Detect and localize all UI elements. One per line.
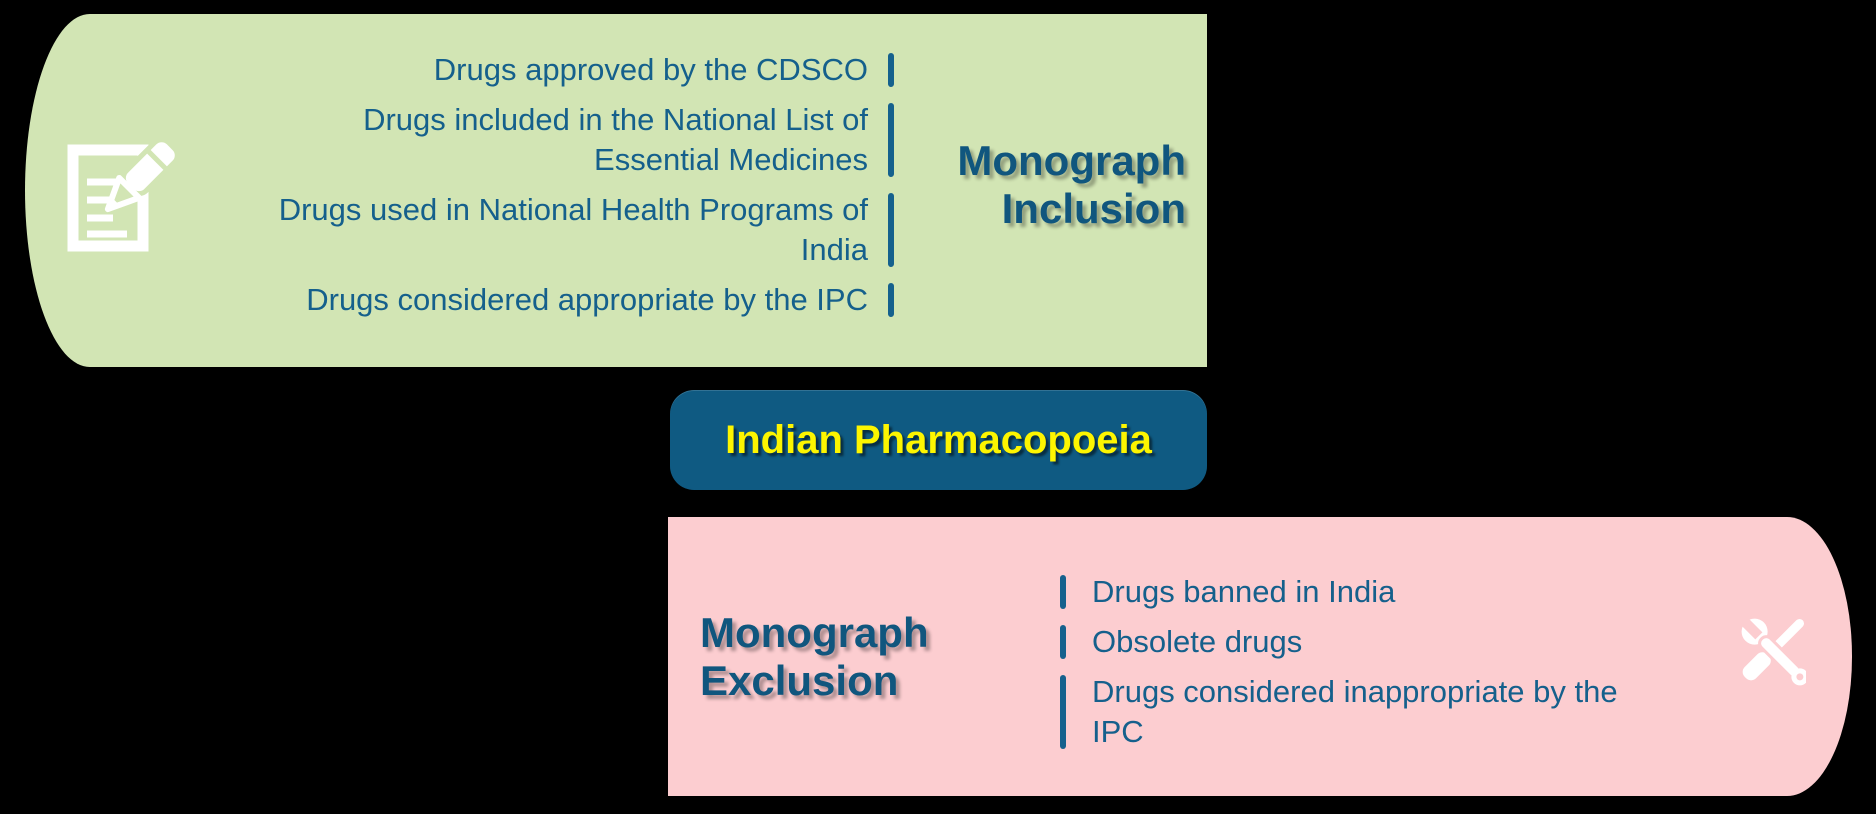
inclusion-item-text: Drugs included in the National List of E…	[363, 102, 868, 177]
tools-icon	[1740, 616, 1806, 686]
document-edit-icon	[67, 138, 177, 252]
item-divider-bar	[1060, 675, 1066, 749]
indian-pharmacopoeia-box: Indian Pharmacopoeia	[670, 390, 1207, 490]
inclusion-item: Drugs included in the National List of E…	[194, 100, 894, 180]
inclusion-item-text: Drugs approved by the CDSCO	[433, 52, 868, 87]
inclusion-item-text: Drugs considered appropriate by the IPC	[306, 282, 868, 317]
inclusion-item: Drugs considered appropriate by the IPC	[194, 280, 894, 320]
monograph-inclusion-panel: Drugs approved by the CDSCO Drugs includ…	[25, 14, 1207, 367]
item-divider-bar	[888, 193, 894, 267]
inclusion-heading: Monograph Inclusion	[957, 137, 1186, 232]
item-divider-bar	[888, 103, 894, 177]
exclusion-item-text: Drugs banned in India	[1092, 574, 1396, 609]
item-divider-bar	[1060, 625, 1066, 659]
item-divider-bar	[888, 283, 894, 317]
indian-pharmacopoeia-label: Indian Pharmacopoeia	[725, 417, 1152, 462]
inclusion-item-text: Drugs used in National Health Programs o…	[278, 192, 868, 267]
exclusion-heading: Monograph Exclusion	[700, 609, 929, 704]
exclusion-item: Drugs banned in India	[1060, 572, 1660, 612]
exclusion-criteria-list: Drugs banned in India Obsolete drugs Dru…	[1060, 572, 1660, 752]
monograph-exclusion-panel: Monograph Exclusion Drugs banned in Indi…	[668, 517, 1852, 796]
inclusion-criteria-list: Drugs approved by the CDSCO Drugs includ…	[194, 50, 894, 320]
exclusion-item-text: Obsolete drugs	[1092, 624, 1303, 659]
inclusion-item: Drugs approved by the CDSCO	[194, 50, 894, 90]
exclusion-item-text: Drugs considered inappropriate by the IP…	[1092, 674, 1618, 749]
exclusion-item: Drugs considered inappropriate by the IP…	[1060, 672, 1660, 752]
exclusion-item: Obsolete drugs	[1060, 622, 1660, 662]
item-divider-bar	[1060, 575, 1066, 609]
inclusion-item: Drugs used in National Health Programs o…	[194, 190, 894, 270]
item-divider-bar	[888, 53, 894, 87]
